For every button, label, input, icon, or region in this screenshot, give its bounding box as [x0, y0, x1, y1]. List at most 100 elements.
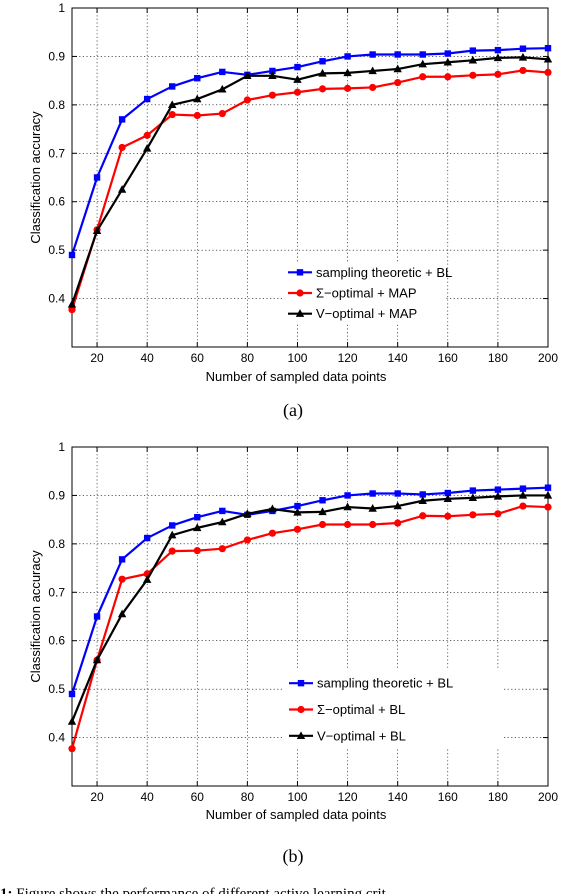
- data-point: [518, 52, 528, 61]
- figure-caption-text: Figure shows the performance of differen…: [16, 886, 386, 894]
- data-point: [269, 67, 276, 75]
- data-point: [243, 71, 252, 79]
- data-point: [468, 55, 478, 64]
- data-point: [394, 519, 402, 527]
- x-tick-label: 180: [488, 351, 508, 365]
- x-tick-label: 100: [287, 351, 307, 365]
- data-point: [118, 116, 126, 123]
- data-point: [344, 53, 351, 60]
- data-point: [419, 51, 426, 58]
- data-point: [268, 504, 277, 513]
- x-tick-label: 120: [338, 351, 358, 365]
- figure-caption-label: 1:: [0, 886, 13, 894]
- legend: sampling theoretic + BL Σ−optimal + MAP V−…: [282, 262, 452, 324]
- series-line: [70, 494, 548, 723]
- y-tick-label: 0.9: [48, 49, 65, 63]
- data-point: [193, 94, 202, 103]
- data-point: [319, 58, 326, 65]
- data-point: [394, 51, 401, 58]
- y-tick-label: 0.8: [48, 537, 65, 551]
- chart-panel-1: 20 40 60 80 100 120 140 160 180 200 0.4 0.5 0.6 0.7 0.…: [28, 1, 558, 421]
- legend-entry: sampling theoretic + BL: [316, 265, 452, 280]
- data-point: [393, 501, 402, 510]
- data-point: [318, 520, 327, 529]
- data-point: [318, 85, 327, 93]
- data-point: [118, 575, 126, 583]
- data-point: [293, 88, 302, 96]
- data-point: [219, 507, 226, 515]
- data-point: [344, 492, 351, 499]
- data-point: [518, 490, 528, 499]
- data-point: [243, 96, 251, 104]
- data-point: [494, 486, 502, 493]
- data-point: [494, 46, 502, 54]
- axes-frame: [71, 446, 549, 787]
- data-point: [543, 54, 553, 63]
- axes-frame: [71, 7, 549, 348]
- data-point: [368, 66, 377, 75]
- x-tick-label: 40: [140, 790, 154, 804]
- legend-entry: Σ−optimal + BL: [317, 702, 405, 717]
- data-point: [168, 547, 176, 555]
- data-point: [169, 83, 176, 90]
- x-tick-label: 60: [191, 351, 205, 365]
- data-point: [68, 690, 76, 698]
- legend: sampling theoretic + BL Σ−optimal + BL V−o…: [283, 670, 503, 749]
- data-point: [319, 497, 326, 504]
- data-point: [493, 491, 503, 500]
- data-point: [519, 485, 527, 492]
- data-point: [169, 522, 176, 529]
- data-point: [67, 717, 77, 725]
- figure-caption: 1: Figure shows the performance of diffe…: [0, 880, 574, 894]
- data-point: [143, 131, 151, 139]
- data-point: [469, 511, 477, 519]
- x-tick-label: 160: [438, 790, 458, 804]
- data-point: [92, 226, 102, 234]
- data-point: [444, 73, 452, 81]
- y-tick-label: 0.6: [48, 195, 65, 209]
- data-point: [117, 185, 127, 193]
- data-point: [369, 520, 377, 529]
- data-point: [293, 525, 302, 533]
- data-point: [117, 609, 127, 618]
- data-point: [318, 68, 327, 77]
- x-tick-label: 100: [287, 790, 307, 804]
- legend-marker: [295, 309, 305, 317]
- series-line: [70, 486, 549, 695]
- y-tick-label: 0.7: [48, 585, 65, 599]
- y-tick-label: 0.6: [48, 634, 65, 648]
- y-tick-label: 1: [58, 1, 65, 15]
- data-point: [544, 68, 552, 77]
- data-point: [318, 507, 327, 516]
- y-tick-label: 1: [58, 440, 65, 454]
- y-tick-label: 0.8: [48, 98, 65, 112]
- x-tick-label: 40: [140, 351, 154, 365]
- series-line: [70, 69, 549, 311]
- data-point: [494, 70, 502, 78]
- data-point: [143, 534, 151, 542]
- data-point: [118, 556, 126, 563]
- series-2: [68, 66, 552, 314]
- legend-marker: [296, 269, 304, 276]
- data-point: [142, 575, 152, 583]
- data-point: [444, 50, 451, 57]
- data-point: [343, 68, 352, 77]
- data-point: [193, 547, 201, 555]
- data-point: [68, 251, 76, 259]
- data-point: [168, 530, 177, 539]
- data-point: [418, 496, 427, 504]
- legend-entry: V−optimal + BL: [317, 728, 406, 743]
- data-point: [394, 78, 402, 87]
- x-tick-label: 20: [90, 790, 104, 804]
- y-tick-label: 0.5: [48, 682, 65, 696]
- data-point: [444, 512, 452, 520]
- subfigure-caption: (a): [283, 400, 303, 421]
- legend-marker: [297, 705, 305, 714]
- data-point: [293, 507, 302, 516]
- data-point: [493, 53, 503, 62]
- y-tick-label: 0.7: [48, 146, 65, 160]
- data-point: [419, 73, 427, 81]
- data-point: [444, 489, 451, 497]
- data-point: [369, 51, 376, 58]
- data-point: [519, 66, 527, 75]
